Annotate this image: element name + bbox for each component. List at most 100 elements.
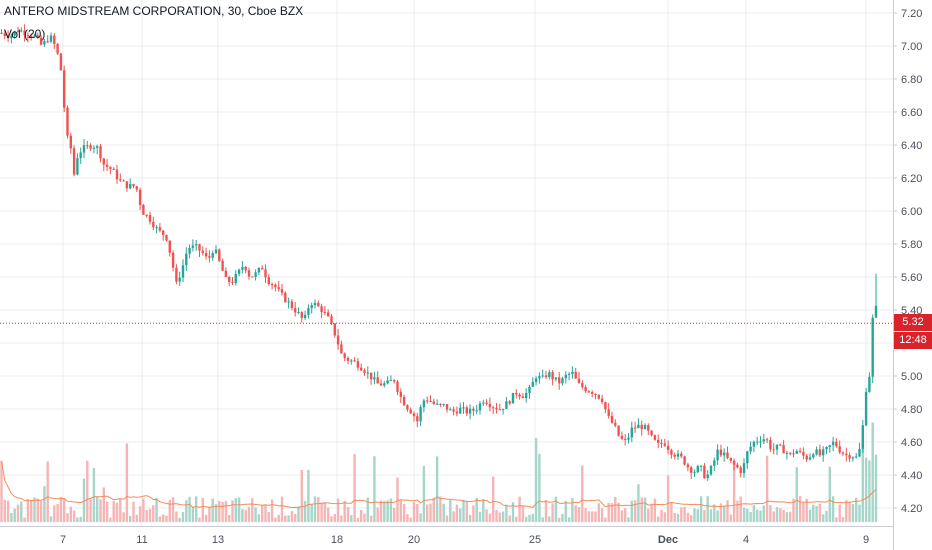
candle-body	[181, 265, 185, 278]
candle-body	[756, 441, 759, 443]
candle-body	[515, 392, 518, 395]
candle-body	[158, 227, 162, 231]
candle-body	[845, 453, 848, 456]
candle-body	[201, 250, 204, 253]
candle-body	[267, 277, 270, 285]
volume-bar	[640, 497, 643, 522]
volume-bar	[122, 512, 125, 522]
last-price-tag: 5.32	[894, 314, 932, 332]
candle-body	[82, 145, 86, 153]
candle-body	[412, 413, 416, 417]
candle-body	[472, 408, 475, 411]
candle-body	[320, 306, 323, 313]
volume-bar	[112, 501, 115, 522]
candle-body	[617, 425, 620, 436]
volume-bar	[439, 496, 442, 522]
volume-bar	[234, 498, 237, 522]
volume-bar	[610, 503, 614, 522]
volume-bar	[607, 502, 610, 522]
volume-bar	[89, 499, 92, 522]
volume-bar	[145, 509, 148, 522]
volume-bar	[228, 515, 231, 522]
volume-bar	[76, 517, 79, 522]
candle-body	[752, 441, 756, 447]
candle-body	[350, 360, 353, 362]
volume-bar	[221, 501, 224, 522]
volume-bar	[49, 516, 53, 522]
candle-body	[336, 335, 340, 345]
volume-bar	[333, 513, 336, 522]
volume-bar	[528, 514, 531, 522]
volume-bar	[858, 504, 861, 522]
candle-body	[399, 391, 402, 397]
candle-body	[125, 181, 129, 189]
volume-bar	[762, 505, 765, 522]
candle-body	[812, 454, 815, 458]
volume-bar	[300, 469, 303, 522]
candle-body	[610, 415, 614, 423]
volume-bar	[152, 505, 155, 522]
candle-body	[696, 466, 699, 473]
volume-bar	[353, 454, 356, 522]
candle-body	[693, 472, 696, 474]
volume-bar	[693, 508, 696, 522]
candle-body	[300, 312, 303, 318]
candle-body	[709, 465, 713, 475]
candle-body	[310, 305, 313, 309]
volume-bar	[785, 512, 789, 522]
volume-bar	[327, 507, 330, 522]
candle-body	[647, 425, 650, 431]
candle-body	[541, 375, 544, 377]
volume-bar	[419, 513, 422, 522]
volume-bar	[366, 497, 369, 522]
candle-body	[112, 168, 115, 170]
volume-bar	[218, 500, 221, 522]
candle-body	[99, 146, 102, 159]
candle-body	[162, 230, 165, 235]
candle-body	[356, 361, 360, 368]
volume-bar	[752, 505, 756, 522]
volume-bar	[99, 499, 102, 522]
volume-bar	[749, 511, 752, 522]
volume-bar	[765, 455, 769, 522]
volume-bar	[224, 500, 228, 522]
candle-body	[670, 450, 673, 455]
candle-body	[152, 221, 155, 228]
volume-bar	[360, 509, 363, 522]
volume-bar	[828, 466, 831, 522]
volume-bar	[531, 513, 534, 522]
y-tick-label: 7.00	[901, 41, 922, 53]
candle-body	[369, 372, 373, 380]
volume-bar	[251, 498, 254, 522]
volume-bar	[492, 476, 495, 522]
candle-body	[567, 373, 571, 375]
candle-body	[802, 451, 805, 456]
candle-body	[204, 252, 208, 257]
volume-bar	[548, 516, 551, 522]
candle-body	[492, 407, 495, 409]
candle-body	[690, 467, 693, 473]
volume-bar	[30, 499, 33, 522]
candle-body	[762, 439, 765, 442]
volume-bar	[855, 497, 858, 522]
candle-body	[231, 281, 234, 284]
candle-body	[851, 457, 855, 459]
volume-bar	[716, 510, 719, 522]
volume-bar	[478, 511, 482, 522]
candle-body	[105, 164, 109, 168]
volume-indicator-label: Vol (20)	[4, 27, 46, 41]
volume-bar	[297, 506, 300, 522]
candle-body	[224, 270, 228, 277]
volume-bar	[706, 496, 709, 522]
candle-body	[86, 145, 89, 147]
volume-bar	[165, 515, 168, 522]
volume-bar	[105, 501, 109, 522]
volume-bar	[178, 517, 181, 522]
volume-bar	[726, 500, 729, 522]
y-tick-label: 4.20	[901, 503, 922, 515]
volume-bar	[336, 498, 340, 522]
candle-body	[145, 214, 148, 216]
volume-bar	[323, 502, 327, 522]
volume-bar	[445, 515, 449, 522]
